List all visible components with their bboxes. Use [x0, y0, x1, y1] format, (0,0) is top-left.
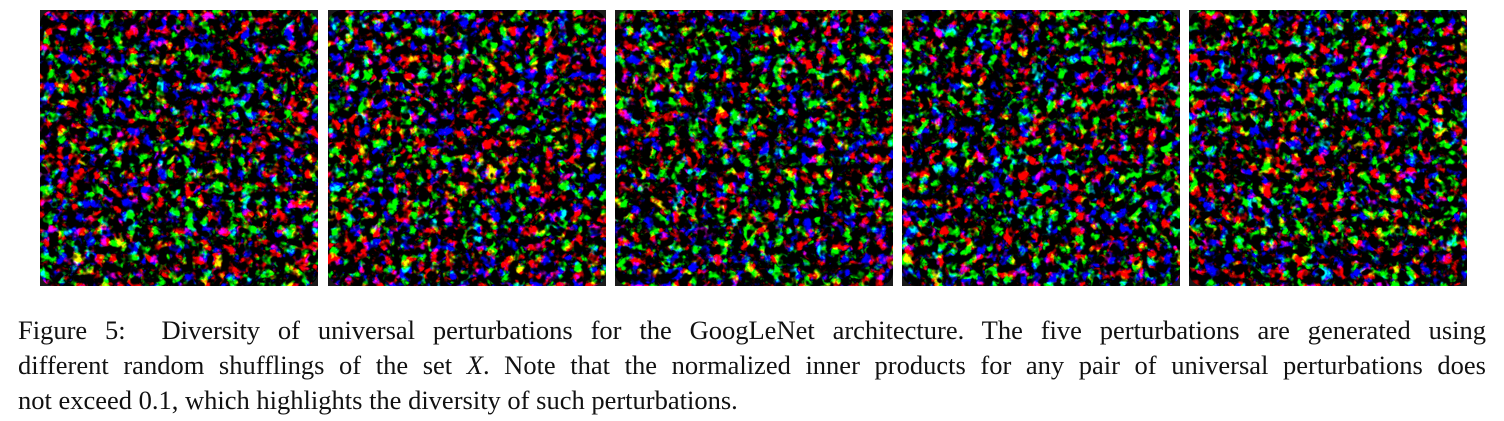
- perturbation-image: [328, 10, 606, 286]
- perturbation-image: [40, 10, 318, 286]
- caption-text: not exceed: [18, 385, 139, 415]
- caption-text: . Note that the normalized inner product…: [482, 350, 1486, 380]
- caption-math: 0.1: [138, 385, 172, 415]
- caption-line: Figure 5: Diversity of universal perturb…: [18, 313, 1486, 347]
- caption-label: Figure 5:: [18, 315, 126, 345]
- caption-line: not exceed 0.1, which highlights the div…: [18, 383, 1486, 417]
- caption-line: different random shufflings of the set X…: [18, 348, 1486, 382]
- caption-text: Diversity of universal perturbations for…: [161, 315, 1486, 345]
- figure: [40, 10, 1467, 286]
- caption-math: X: [466, 350, 483, 380]
- caption-text: , which highlights the diversity of such…: [171, 385, 738, 415]
- perturbation-image: [615, 10, 893, 286]
- perturbation-image: [902, 10, 1180, 286]
- perturbation-image: [1189, 10, 1467, 286]
- caption-text: different random shufflings of the set: [18, 350, 467, 380]
